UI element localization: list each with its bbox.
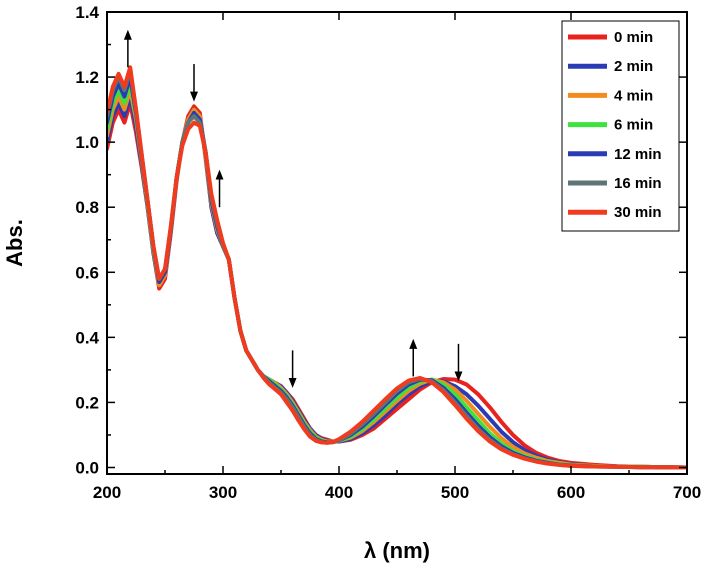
- x-tick-label-4: 600: [557, 483, 585, 502]
- x-tick-label-3: 500: [441, 483, 469, 502]
- y-tick-label-0: 0.0: [75, 458, 99, 477]
- legend-label-3: 6 min: [614, 117, 653, 134]
- x-tick-label-5: 700: [673, 483, 701, 502]
- y-tick-label-2: 0.4: [75, 328, 99, 347]
- y-tick-label-1: 0.2: [75, 393, 99, 412]
- x-tick-label-0: 200: [93, 483, 121, 502]
- series-line-6: [107, 65, 687, 470]
- x-tick-label-1: 300: [209, 483, 237, 502]
- series-layer: [107, 65, 687, 470]
- y-tick-label-4: 0.8: [75, 198, 99, 217]
- legend-label-1: 2 min: [614, 58, 653, 75]
- y-tick-label-6: 1.2: [75, 68, 99, 87]
- y-axis-title: Abs.: [2, 219, 27, 267]
- legend-label-0: 0 min: [614, 29, 653, 46]
- axis-ticks: 200 300 400 500 600 700 0.0 0.2 0.4 0.6 0.8 1.0 1.2 1…: [75, 3, 701, 502]
- y-tick-label-3: 0.6: [75, 263, 99, 282]
- legend: 0 min 2 min 4 min 6 min 12 min 16 min 30 min: [561, 20, 680, 232]
- legend-label-6: 30 min: [614, 204, 662, 221]
- y-tick-label-7: 1.4: [75, 3, 99, 22]
- legend-label-2: 4 min: [614, 87, 653, 104]
- x-tick-label-2: 400: [325, 483, 353, 502]
- legend-label-4: 12 min: [614, 146, 662, 163]
- y-tick-label-5: 1.0: [75, 133, 99, 152]
- x-axis-title: λ (nm): [364, 538, 430, 563]
- legend-label-5: 16 min: [614, 175, 662, 192]
- annotation-arrows: [123, 29, 463, 388]
